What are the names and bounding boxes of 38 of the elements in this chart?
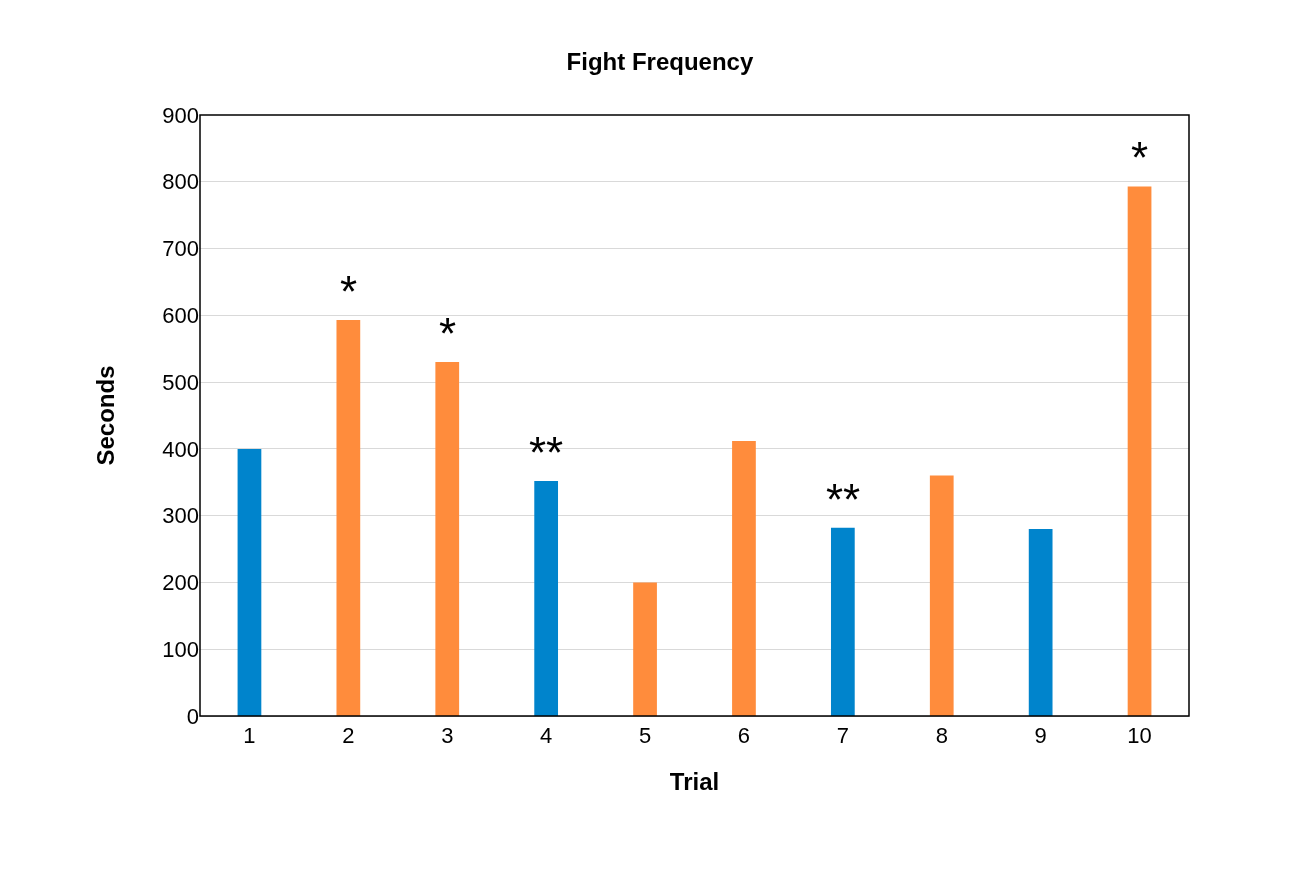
bar xyxy=(336,320,361,716)
y-tick-label: 600 xyxy=(162,303,199,329)
x-tick-label: 5 xyxy=(638,723,652,749)
bar xyxy=(237,448,262,716)
bar xyxy=(1127,186,1152,716)
bar xyxy=(435,362,460,716)
annotation: ** xyxy=(826,475,861,524)
y-tick-label: 300 xyxy=(162,503,199,529)
bar xyxy=(534,480,559,716)
y-axis-title: Seconds xyxy=(92,365,120,466)
annotation: * xyxy=(439,309,457,358)
x-tick-label: 8 xyxy=(935,723,948,749)
x-tick-label: 7 xyxy=(836,723,849,749)
annotation: * xyxy=(1131,133,1149,182)
x-axis-title: Trial xyxy=(669,767,720,795)
bar xyxy=(1028,529,1053,716)
bar xyxy=(732,440,756,716)
annotation: ** xyxy=(529,428,564,477)
chart-title: Fight Frequency xyxy=(566,48,754,76)
y-tick-label: 0 xyxy=(186,703,199,729)
bar xyxy=(929,475,954,716)
y-tick-label: 200 xyxy=(162,570,199,596)
x-tick-label: 6 xyxy=(737,723,751,749)
bar xyxy=(830,527,855,716)
y-tick-label: 900 xyxy=(162,102,199,128)
bar xyxy=(633,582,657,716)
x-tick-label: 3 xyxy=(441,723,454,749)
x-tick-label: 10 xyxy=(1127,723,1152,749)
x-tick-label: 4 xyxy=(540,723,553,749)
y-tick-label: 700 xyxy=(162,236,199,262)
x-tick-label: 2 xyxy=(342,723,355,749)
y-tick-label: 500 xyxy=(162,369,199,395)
y-tick-label: 100 xyxy=(162,636,199,662)
y-tick-label: 400 xyxy=(162,436,199,462)
x-tick-label: 9 xyxy=(1034,723,1047,749)
y-tick-label: 800 xyxy=(162,169,199,195)
annotation: * xyxy=(340,267,358,316)
x-tick-label: 1 xyxy=(243,723,256,749)
